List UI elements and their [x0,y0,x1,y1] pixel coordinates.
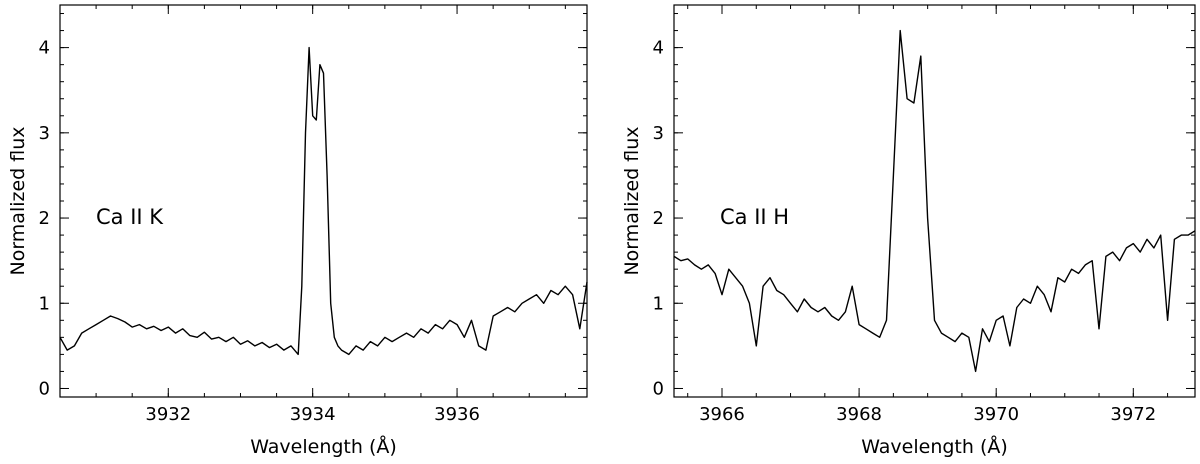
y-tick-label: 0 [39,378,50,399]
x-tick-label: 3932 [145,404,191,425]
x-tick-label: 3968 [836,404,882,425]
panel-ca-ii-k: 3932 3934 3936 0 1 2 3 4 Wavelength (Å) Normalize… [7,4,588,458]
plot-frame [673,4,1196,398]
plot-frame [59,4,588,398]
spectrum-line [673,29,1196,373]
y-tick-label: 3 [39,123,50,144]
spectrum-line [59,46,588,356]
y-tick-label: 1 [39,293,50,314]
y-axis-label: Normalized flux [621,126,643,275]
y-tick-label: 3 [653,123,664,144]
x-axis-label: Wavelength (Å) [250,435,397,458]
x-tick-label: 3972 [1110,404,1156,425]
y-tick-label: 0 [653,378,664,399]
line-annotation: Ca II K [96,205,164,229]
x-tick-label: 3970 [973,404,1019,425]
y-tick-label: 2 [653,208,664,229]
x-axis-label: Wavelength (Å) [861,435,1008,458]
y-tick-label: 4 [653,38,664,59]
panel-ca-ii-h: 3966 3968 3970 3972 0 1 2 3 4 Wavelength (Å) Norma… [621,4,1196,458]
x-tick-label: 3934 [290,404,336,425]
y-axis-label: Normalized flux [7,126,29,275]
y-tick-label: 4 [39,38,50,59]
y-tick-label: 2 [39,208,50,229]
y-tick-label: 1 [653,293,664,314]
line-annotation: Ca II H [720,205,789,229]
x-tick-label: 3966 [699,404,745,425]
x-tick-label: 3936 [434,404,480,425]
